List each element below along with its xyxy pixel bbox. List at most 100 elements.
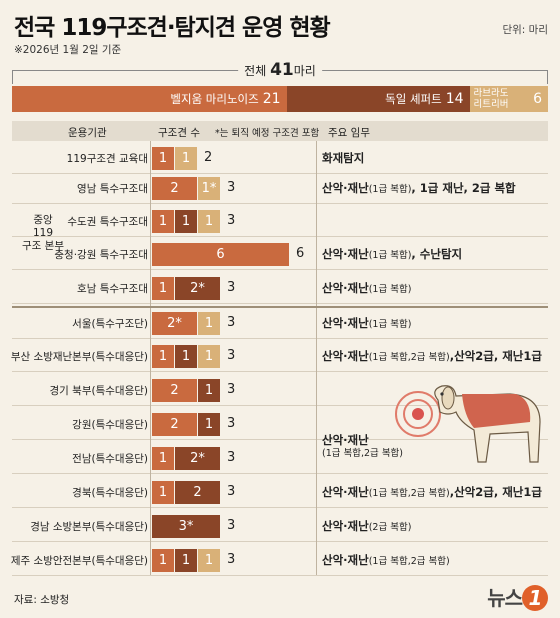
count-bar: 2 1* (152, 177, 221, 200)
duty-text: 산악·재난(1급 복합,2급 복합),산악2급, 재난1급 (322, 485, 542, 499)
row-divider (12, 575, 548, 576)
bar-segment: 1* (198, 177, 221, 200)
bar-segment: 1 (198, 379, 221, 402)
org-name: 제주 소방안전본부(특수대응단) (10, 555, 148, 567)
bar-segment: 3* (152, 515, 221, 538)
breed-count: 14 (445, 91, 464, 107)
source-note: 자료: 소방청 (14, 594, 70, 606)
row-total: 2 (204, 150, 213, 165)
breed-count: 6 (533, 90, 542, 107)
org-name: 호남 특수구조대 (77, 283, 148, 295)
row-total: 3 (227, 382, 236, 397)
bar-segment: 1 (175, 549, 198, 572)
duty-text: 산악·재난(1급 복합) (322, 316, 412, 330)
row-divider (12, 541, 548, 542)
breed-name: 벨지움 마리노이즈 (170, 92, 259, 106)
row-divider (12, 303, 548, 304)
bar-segment: 2 (152, 413, 198, 436)
header-org: 운용기관 (68, 127, 107, 139)
row-divider (12, 203, 548, 204)
table-row: 충청·강원 특수구조대 6 6 산악·재난(1급 복합), 수난탐지 (12, 239, 548, 270)
header-duty: 주요 임무 (328, 127, 370, 139)
row-total: 3 (227, 348, 236, 363)
row-divider (12, 236, 548, 237)
table-row: 경북(특수대응단) 1 2 3 산악·재난(1급 복합,2급 복합),산악2급, 재난1… (12, 477, 548, 508)
duty-text: 산악·재난(1급 복합,2급 복합),산악2급, 재난1급 (322, 349, 542, 363)
org-name: 서울(특수구조단) (72, 318, 148, 330)
count-bar: 2* 1 (152, 312, 221, 335)
duty-text: 산악·재난(2급 복합) (322, 519, 412, 533)
table-row: 경기 북부(특수대응단) 2 1 3 (12, 375, 548, 406)
org-name: 수도권 특수구조대 (67, 216, 148, 228)
bar-segment: 2 (175, 481, 221, 504)
basis-date: ※2026년 1월 2일 기준 (14, 44, 122, 56)
header-note: *는 퇴직 예정 구조견 포함 (215, 128, 320, 139)
table-row: 서울(특수구조단) 2* 1 3 산악·재난(1급 복합) (12, 308, 548, 339)
breed-segment: 독일 셰퍼트 14 (286, 86, 470, 112)
bar-segment: 1 (175, 147, 198, 170)
row-total: 3 (227, 450, 236, 465)
bar-segment: 1 (152, 549, 175, 572)
org-name: 충청·강원 특수구조대 (54, 249, 148, 261)
table-header: 운용기관 구조견 수 *는 퇴직 예정 구조견 포함 주요 임무 (12, 121, 548, 141)
row-divider (12, 173, 548, 174)
rescue-dog-illustration (395, 385, 541, 463)
total-bracket: 전체 41마리 (12, 58, 548, 84)
row-total: 3 (227, 280, 236, 295)
table-row: 부산 소방재난본부(특수대응단) 1 1 1 3 산악·재난(1급 복합,2급 복합),산… (11, 341, 548, 372)
org-name: 119구조견 교육대 (66, 153, 148, 165)
duty-text: 산악·재난(1급 복합,2급 복합) (322, 553, 450, 567)
table-row: 수도권 특수구조대 1 1 1 3 (12, 206, 548, 237)
bar-segment: 1 (198, 345, 221, 368)
bar-segment: 1 (175, 210, 198, 233)
bar-segment: 1 (198, 549, 221, 572)
count-bar: 6 (152, 243, 290, 266)
row-divider (12, 269, 548, 270)
bar-segment: 1 (152, 447, 175, 470)
duty-text: 화재탐지 (322, 151, 365, 165)
bar-segment: 1 (152, 345, 175, 368)
bar-segment: 1 (175, 345, 198, 368)
bar-segment: 1 (198, 210, 221, 233)
row-total: 6 (296, 246, 305, 261)
header-count: 구조견 수 (158, 127, 200, 139)
org-name: 경기 북부(특수대응단) (49, 385, 148, 397)
table-row: 호남 특수구조대 1 2* 3 산악·재난(1급 복합) (12, 273, 548, 304)
duty-text: 산악·재난(1급 복합), 1급 재난, 2급 복합 (322, 181, 516, 195)
row-total: 3 (227, 180, 236, 195)
count-bar: 3* (152, 515, 221, 538)
row-divider (12, 338, 548, 339)
bar-segment: 1 (152, 277, 175, 300)
count-bar: 1 2* (152, 277, 221, 300)
org-name: 전남(특수대응단) (72, 453, 148, 465)
bar-segment: 2* (175, 277, 221, 300)
org-name: 영남 특수구조대 (77, 183, 148, 195)
row-divider (12, 439, 548, 440)
table-row: 전남(특수대응단) 1 2* 3 (12, 443, 548, 474)
page-title: 전국 119구조견·탐지견 운영 현황 (14, 15, 331, 41)
breed-stacked-bar: 벨지움 마리노이즈 21 독일 셰퍼트 14 라브라도 리트리버 6 (12, 86, 548, 112)
org-name: 경북(특수대응단) (72, 487, 148, 499)
bar-segment: 2 (152, 177, 198, 200)
breed-name: 라브라도 리트리버 (473, 88, 509, 110)
table-row: 119구조견 교육대 1 1 2 화재탐지 (12, 143, 548, 174)
bar-segment: 1 (198, 312, 221, 335)
row-total: 3 (227, 518, 236, 533)
bar-segment: 1 (198, 413, 221, 436)
duty-text: 산악·재난(1급 복합) (322, 281, 412, 295)
row-total: 3 (227, 552, 236, 567)
column-divider (150, 141, 151, 575)
row-total: 3 (227, 416, 236, 431)
row-total: 3 (227, 484, 236, 499)
row-divider (12, 371, 548, 372)
row-total: 3 (227, 315, 236, 330)
table-row: 제주 소방안전본부(특수대응단) 1 1 1 3 산악·재난(1급 복합,2급 복합) (10, 545, 548, 576)
breed-segment: 벨지움 마리노이즈 21 (12, 86, 287, 112)
total-label: 전체 41마리 (238, 60, 322, 80)
table-row: 경남 소방본부(특수대응단) 3* 3 산악·재난(2급 복합) (12, 511, 548, 542)
org-name: 강원(특수대응단) (72, 419, 148, 431)
news1-logo: 뉴스 1 (487, 582, 548, 611)
